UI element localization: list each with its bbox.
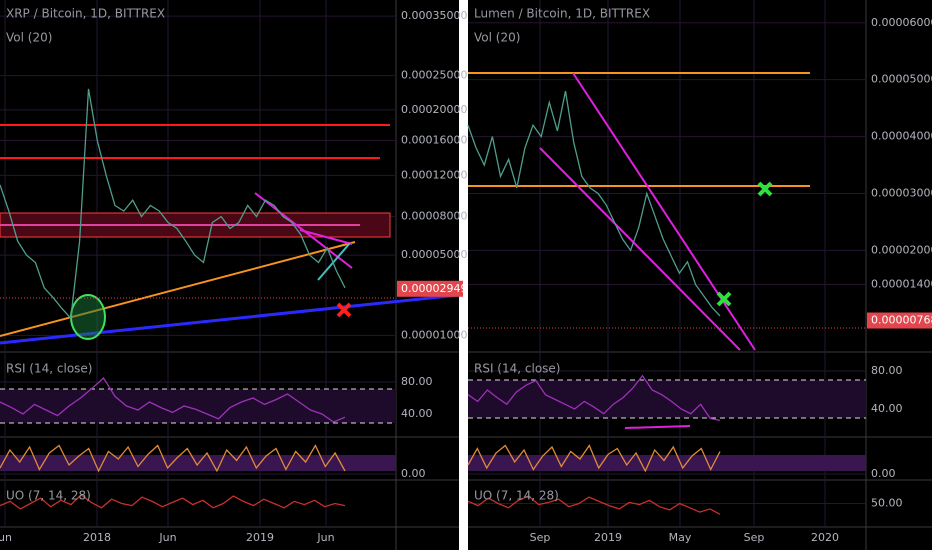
pane-title: RSI (14, close) xyxy=(474,362,560,376)
x-tick-label: un xyxy=(0,531,12,544)
last-price-box xyxy=(867,312,932,329)
pane-title: Lumen / Bitcoin, 1D, BITTREX xyxy=(474,7,650,21)
y-tick-label: 0.00012000 xyxy=(401,168,467,181)
x-tick-label: 2020 xyxy=(811,531,839,544)
rsi-band xyxy=(0,389,396,423)
stoch-band xyxy=(468,455,866,471)
y-tick-label: 50.00 xyxy=(871,497,903,510)
series-line xyxy=(0,444,346,473)
grid-layer xyxy=(0,0,866,527)
y-tick-label: 0.00005000 xyxy=(401,248,467,261)
x-tick-label: 2019 xyxy=(594,531,622,544)
series-line xyxy=(467,495,721,515)
y-tick-label: 0.00005000 xyxy=(871,73,932,86)
highlight-circle xyxy=(70,294,106,340)
x-tick-label: 2018 xyxy=(83,531,111,544)
y-tick-label: 0.00020000 xyxy=(401,103,467,116)
rsi-divergence xyxy=(624,425,691,429)
y-tick-label: 0.00001000 xyxy=(401,328,467,341)
last-price-label: 0.00000768 xyxy=(871,314,932,327)
x-tick-label: Sep xyxy=(530,531,551,544)
green-x-mark xyxy=(716,291,732,307)
x-tick-label: Sep xyxy=(744,531,765,544)
series-line xyxy=(0,494,346,510)
y-tick-label: 0.00003000 xyxy=(871,186,932,199)
y-tick-label: 0.00 xyxy=(871,467,896,480)
wedge-line xyxy=(317,242,351,281)
pane-title: RSI (14, close) xyxy=(6,362,92,376)
red-x-mark xyxy=(336,302,352,318)
y-tick-label: 0.00006000 xyxy=(871,16,932,29)
drawings xyxy=(0,124,460,345)
pane-title: XRP / Bitcoin, 1D, BITTREX xyxy=(6,7,165,21)
series-line xyxy=(0,376,346,423)
x-tick-label: May xyxy=(669,531,692,544)
pane-subtitle: Vol (20) xyxy=(6,31,52,45)
y-tick-label: 0.00004000 xyxy=(871,130,932,143)
y-tick-label: 80.00 xyxy=(401,375,433,388)
y-tick-label: 80.00 xyxy=(871,364,903,377)
y-tick-label: 0.00016000 xyxy=(401,134,467,147)
magenta-trendline xyxy=(539,147,741,351)
x-tick-label: Jun xyxy=(316,531,334,544)
rsi-bands xyxy=(0,379,866,471)
last-price-box xyxy=(397,280,463,297)
y-tick-label: 0.00025000 xyxy=(401,69,467,82)
y-tick-label: 0.00035000 xyxy=(401,9,467,22)
series-line xyxy=(0,88,346,320)
y-tick-label: 0.00 xyxy=(401,467,426,480)
y-tick-label: 40.00 xyxy=(401,407,433,420)
panel-divider xyxy=(459,0,468,550)
x-tick-label: Jun xyxy=(158,531,176,544)
blue-trendline xyxy=(0,293,460,345)
orange-trendline xyxy=(0,241,356,337)
series-line xyxy=(467,444,721,473)
green-x-mark xyxy=(757,181,773,197)
x-tick-label: 2019 xyxy=(246,531,274,544)
y-tick-label: 0.00008000 xyxy=(401,210,467,223)
last-price-label: 0.00002949 xyxy=(401,282,467,295)
series-line xyxy=(467,374,721,422)
series-line xyxy=(467,90,721,317)
magenta-trendline xyxy=(299,229,353,245)
y-tick-label: 40.00 xyxy=(871,402,903,415)
pane-title: UO (7, 14, 28) xyxy=(6,489,91,503)
y-tick-label: 0.00001400 xyxy=(871,278,932,291)
pane-subtitle: Vol (20) xyxy=(474,31,520,45)
drawings xyxy=(468,72,866,429)
magenta-trendline xyxy=(572,72,756,351)
y-tick-label: 0.00002000 xyxy=(871,243,932,256)
pane-title: UO (7, 14, 28) xyxy=(474,489,559,503)
